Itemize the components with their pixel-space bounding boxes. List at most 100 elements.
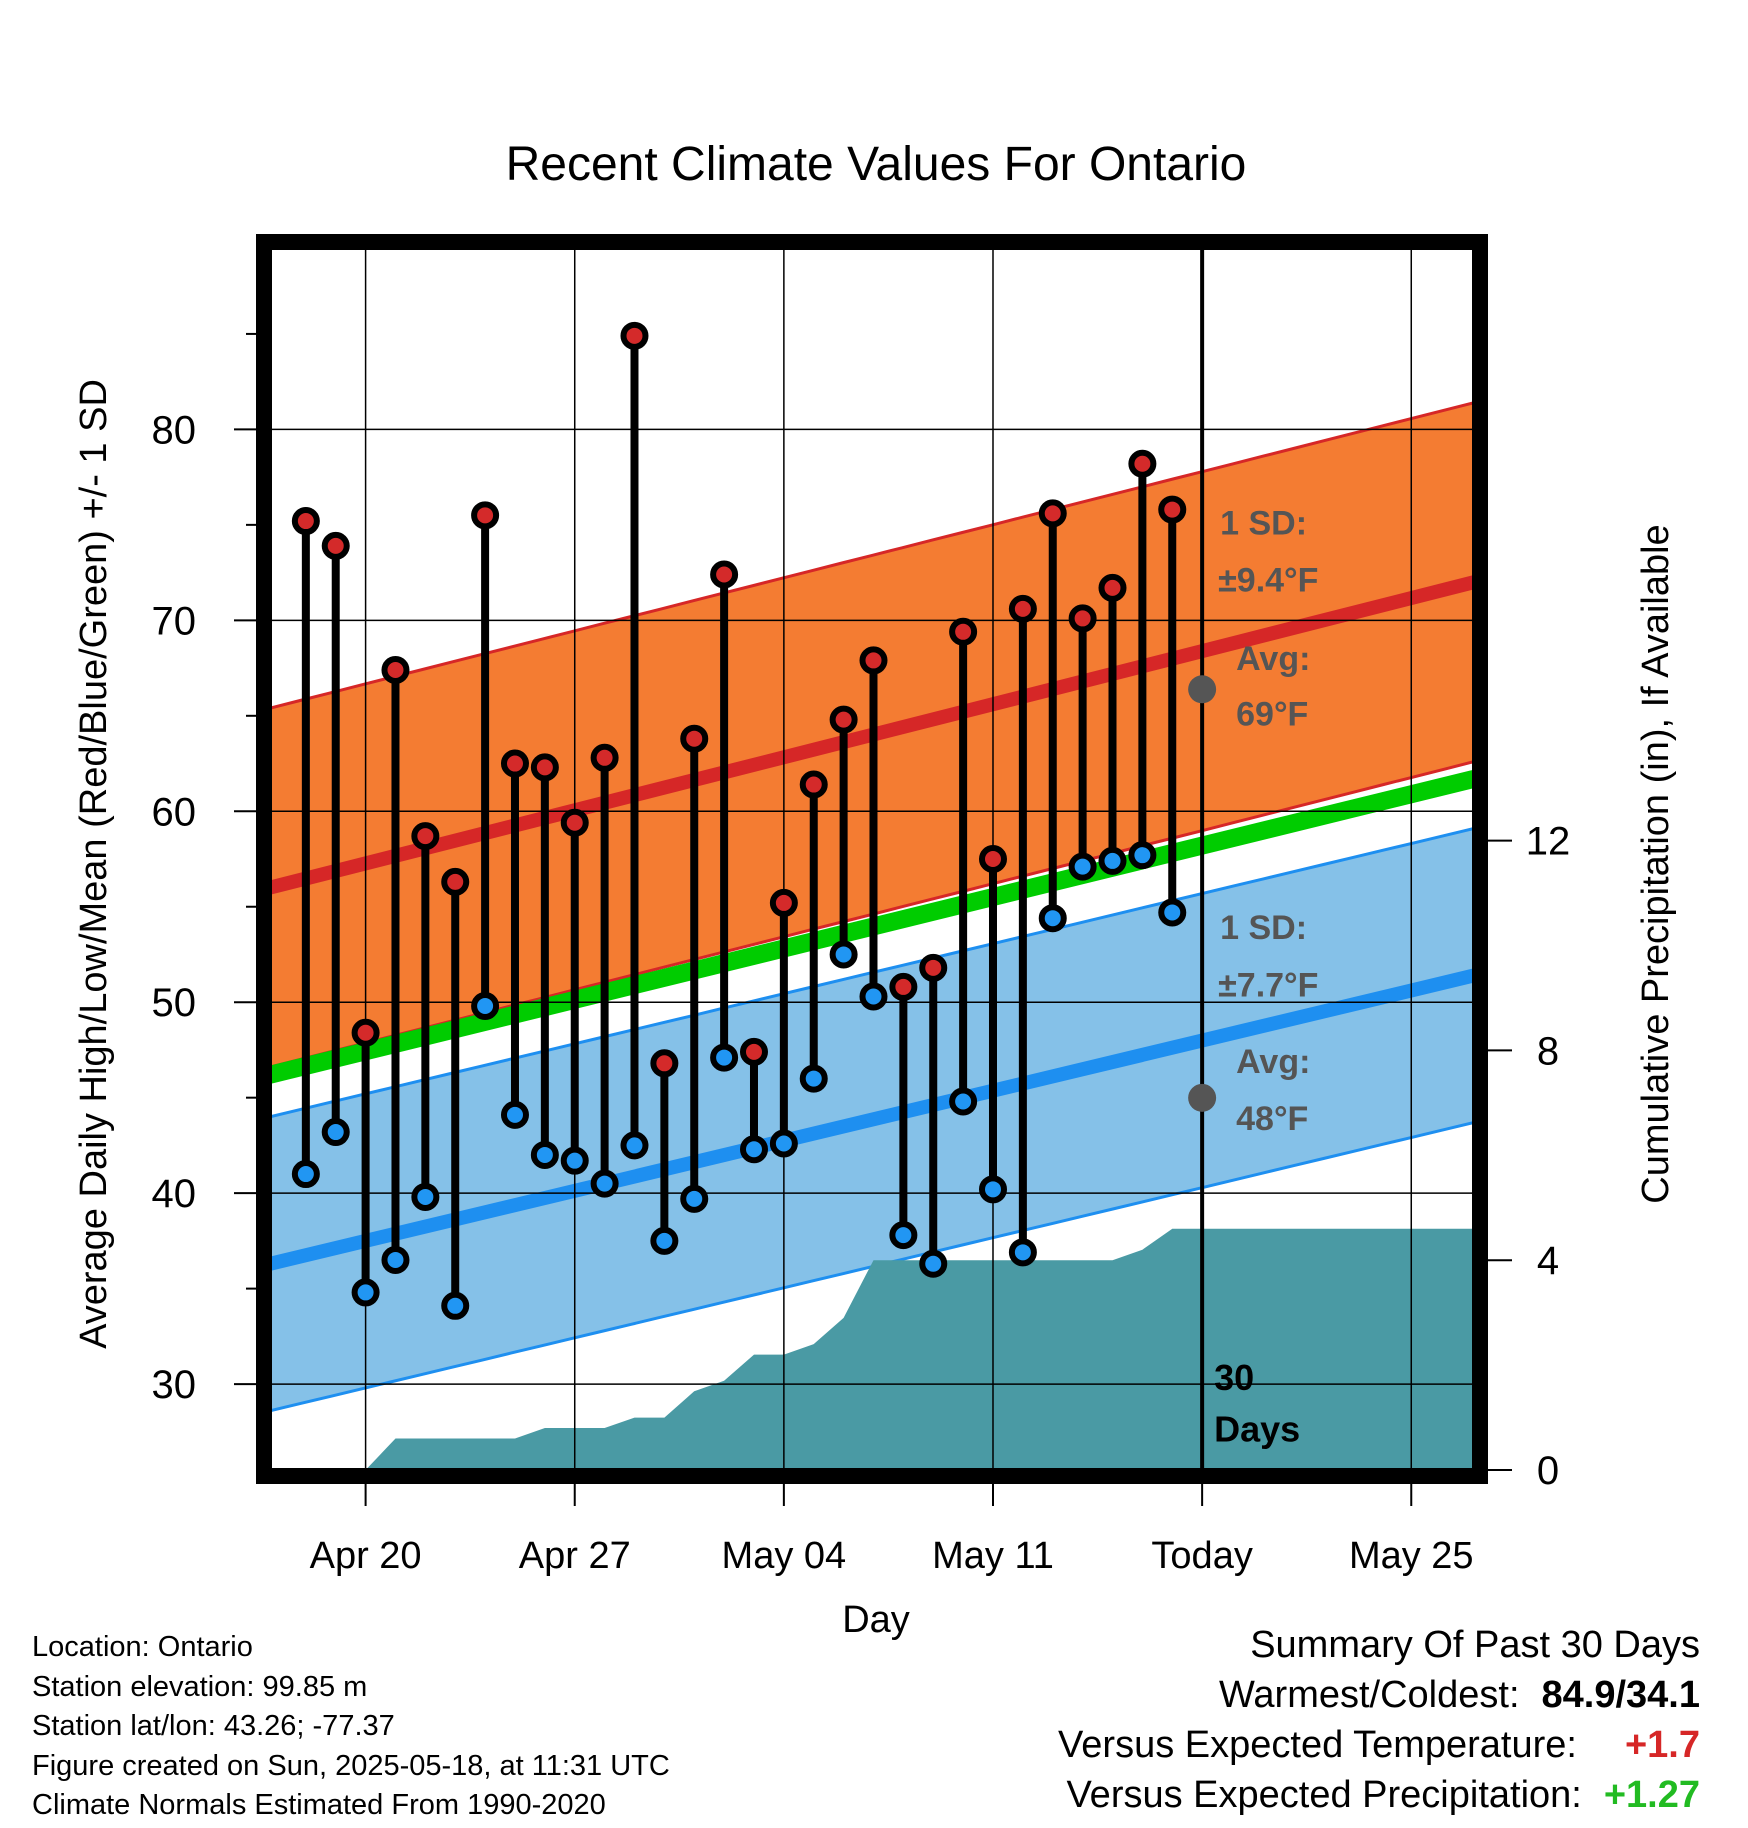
y-tick-label: 30 [152, 1363, 197, 1407]
daily-low-point [381, 1245, 410, 1274]
daily-low-point [739, 1135, 768, 1164]
daily-low-point [978, 1175, 1007, 1204]
daily-low-point [351, 1278, 380, 1307]
daily-low-point [1128, 841, 1157, 870]
precip-row: Versus Expected Precipitation: +1.27 [1058, 1770, 1700, 1820]
daily-low-point [411, 1182, 440, 1211]
warm-cold-value: 84.9/34.1 [1541, 1674, 1700, 1716]
daily-high-point [590, 743, 619, 772]
daily-high-point [321, 531, 350, 560]
daily-high-point [978, 845, 1007, 873]
high-sd-label: 1 SD: [1220, 504, 1307, 542]
summary-title: Summary Of Past 30 Days [1250, 1624, 1700, 1666]
x-tick-label: Today [1151, 1535, 1252, 1577]
y-tick-label: 50 [152, 981, 197, 1025]
days-unit-label: Days [1214, 1408, 1300, 1449]
temp-row: Versus Expected Temperature: +1.7 [1058, 1720, 1700, 1770]
daily-high-point [471, 501, 500, 530]
daily-high-point [1038, 499, 1067, 528]
latlon-text: Station lat/lon: 43.26; -77.37 [32, 1710, 395, 1742]
y2-tick-label: 8 [1537, 1029, 1559, 1073]
daily-low-point [919, 1249, 948, 1278]
precip-area [365, 1228, 1474, 1470]
y-tick-label: 80 [152, 408, 197, 452]
summary-panel: Summary Of Past 30 Days Warmest/Coldest:… [1058, 1620, 1700, 1820]
daily-high-point [710, 560, 739, 589]
location-text: Location: Ontario [32, 1631, 253, 1663]
daily-low-point [441, 1291, 470, 1320]
daily-low-point [710, 1043, 739, 1072]
daily-high-point [859, 646, 888, 675]
daily-high-point [1158, 495, 1187, 524]
y2-tick-label: 0 [1537, 1449, 1559, 1493]
daily-low-point [650, 1226, 679, 1255]
x-tick-label: May 11 [932, 1535, 1054, 1577]
daily-high-point [799, 770, 828, 799]
high-avg-value: 69°F [1236, 695, 1308, 733]
x-tick-label: Apr 27 [519, 1535, 631, 1577]
daily-low-point [680, 1184, 709, 1213]
daily-high-point [1008, 594, 1037, 623]
days-count-label: 30 [1214, 1357, 1254, 1398]
daily-low-point [829, 940, 858, 969]
daily-low-point [620, 1131, 649, 1160]
high-sd-band-upper-edge [270, 401, 1474, 710]
x-axis-label: Day [842, 1599, 910, 1641]
elevation-text: Station elevation: 99.85 m [32, 1670, 368, 1703]
y-tick-label: 70 [152, 599, 197, 643]
daily-low-point [769, 1129, 798, 1158]
low-sd-value: ±7.7°F [1218, 966, 1318, 1004]
daily-low-point [1158, 898, 1187, 927]
daily-high-point [680, 724, 709, 753]
high-avg-label: Avg: [1236, 640, 1310, 678]
y2-tick-label: 12 [1526, 820, 1571, 864]
daily-high-point [650, 1049, 679, 1078]
daily-high-point [919, 953, 948, 982]
daily-low-point [291, 1160, 320, 1189]
plot-frame [256, 234, 1488, 1484]
daily-low-point [560, 1146, 589, 1175]
precip-value: +1.27 [1603, 1774, 1700, 1816]
daily-high-point [620, 321, 649, 350]
daily-low-point [799, 1064, 828, 1093]
temp-value: +1.7 [1624, 1724, 1700, 1766]
y-tick-label: 60 [152, 790, 197, 834]
daily-high-point [351, 1018, 380, 1047]
daily-high-point [291, 507, 320, 536]
daily-high-point [889, 972, 918, 1001]
low-avg-label: Avg: [1236, 1043, 1310, 1081]
daily-high-point [500, 749, 529, 778]
daily-high-point [949, 617, 978, 646]
daily-high-point [1068, 604, 1097, 633]
daily-low-point [471, 992, 500, 1021]
warm-cold-label: Warmest/Coldest: [1218, 1674, 1520, 1716]
low-avg-value: 48°F [1236, 1100, 1308, 1138]
x-tick-label: May 04 [722, 1535, 847, 1577]
daily-high-point [829, 705, 858, 734]
daily-high-point [739, 1037, 768, 1066]
daily-low-point [1068, 852, 1097, 881]
daily-high-point [411, 822, 440, 851]
daily-low-point [1008, 1238, 1037, 1267]
daily-low-point [949, 1087, 978, 1116]
daily-low-point [859, 982, 888, 1011]
precip-label: Versus Expected Precipitation: [1066, 1774, 1582, 1816]
temp-label: Versus Expected Temperature: [1058, 1724, 1577, 1766]
x-tick-label: Apr 20 [310, 1535, 422, 1577]
daily-high-point [1098, 573, 1127, 602]
daily-low-point [889, 1221, 918, 1250]
warm-cold-row: Warmest/Coldest: 84.9/34.1 [1058, 1670, 1700, 1720]
daily-high-point [560, 808, 589, 837]
created-text: Figure created on Sun, 2025-05-18, at 11… [32, 1749, 670, 1782]
low-sd-label: 1 SD: [1220, 909, 1307, 947]
daily-low-point [500, 1100, 529, 1129]
daily-low-point [530, 1140, 559, 1169]
x-tick-label: May 25 [1349, 1535, 1474, 1577]
daily-high-point [381, 655, 410, 684]
daily-high-point [441, 867, 470, 896]
daily-high-point [1128, 449, 1157, 478]
chart-title: Recent Climate Values For Ontario [506, 138, 1247, 191]
daily-low-point [1098, 846, 1127, 875]
daily-high-point [530, 753, 559, 782]
